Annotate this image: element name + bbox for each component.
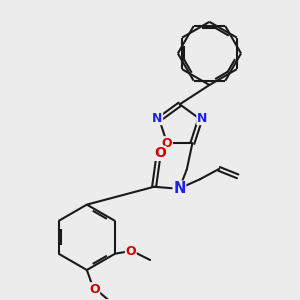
Text: O: O xyxy=(89,283,100,296)
Text: N: N xyxy=(173,181,186,196)
Text: O: O xyxy=(125,245,136,258)
Text: N: N xyxy=(152,112,163,124)
Text: O: O xyxy=(162,137,172,150)
Text: N: N xyxy=(197,112,207,124)
Text: O: O xyxy=(154,146,166,160)
